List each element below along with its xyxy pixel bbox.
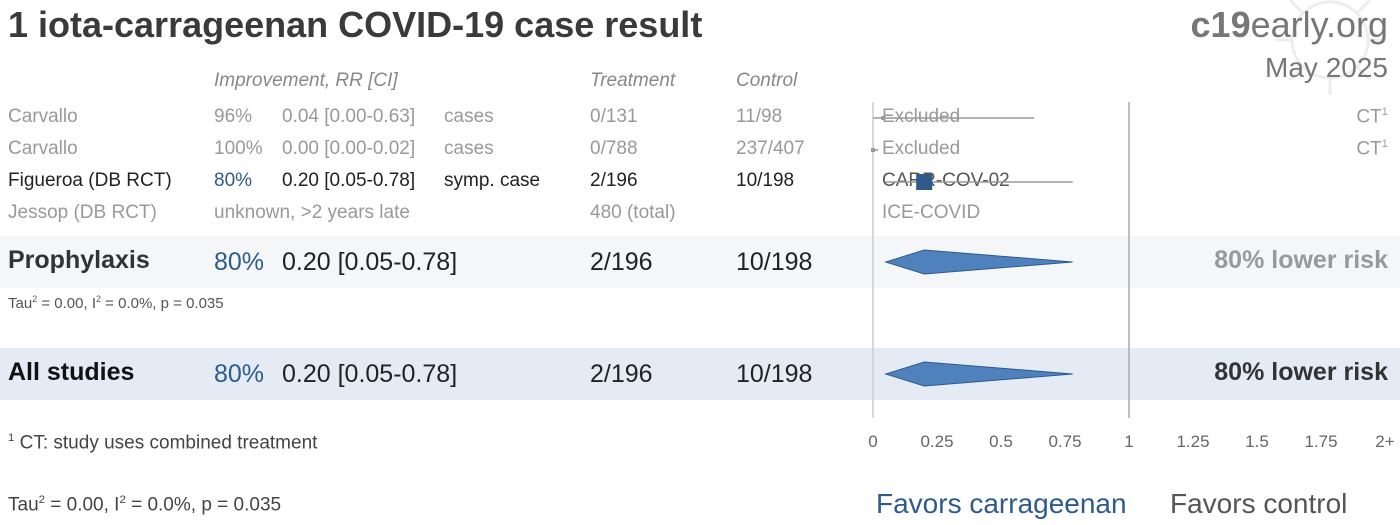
- summary-rr: 0.20 [0.05-0.78]: [282, 360, 458, 388]
- date-label: May 2025: [1265, 52, 1388, 83]
- summary-name: All studies: [8, 358, 135, 386]
- study-control: 237/407: [736, 138, 805, 159]
- footnote-sup: 1: [8, 432, 15, 444]
- site-logo-text[interactable]: c19early.org: [1191, 4, 1388, 46]
- study-point-marker: [871, 148, 875, 152]
- study-improvement: unknown, >2 years late: [214, 202, 410, 223]
- study-control: 10/198: [736, 170, 795, 191]
- all-studies-band: [0, 348, 1400, 400]
- favors-right-label: Favors control: [1170, 488, 1348, 519]
- study-name: Carvallo: [8, 106, 78, 127]
- stat-tau-val: = 0.00, I: [37, 295, 96, 312]
- summary-improvement: 80%: [214, 248, 265, 276]
- study-plot-label: Excluded: [882, 138, 961, 159]
- summary-diamond: [884, 249, 1073, 275]
- study-rr: 0.04 [0.00-0.63]: [282, 106, 416, 127]
- study-plot-label: CARR-COV-02: [882, 170, 1010, 191]
- summary-treatment: 2/196: [590, 248, 653, 276]
- study-outcome: symp. case: [444, 170, 541, 191]
- study-treatment: 2/196: [590, 170, 638, 191]
- header-control: Control: [736, 70, 798, 91]
- study-treatment: 0/788: [590, 138, 638, 159]
- prophylaxis-band: [0, 236, 1400, 288]
- study-point-marker: [916, 174, 933, 190]
- study-name: Figueroa (DB RCT): [8, 170, 172, 191]
- summary-control: 10/198: [736, 360, 813, 388]
- stat-tau-val: = 0.00, I: [44, 494, 120, 516]
- study-rr: 0.20 [0.05-0.78]: [282, 170, 416, 191]
- stat-tau: Tau: [8, 494, 39, 516]
- stat-tau-sup: 2: [32, 294, 38, 304]
- study-improvement: 80%: [214, 170, 253, 191]
- x-tick-label: 0: [868, 432, 877, 451]
- x-tick-label: 1.5: [1245, 432, 1269, 451]
- footnote: 1 CT: study uses combined treatment: [8, 432, 317, 454]
- study-treatment: 480 (total): [590, 202, 676, 223]
- page-title: 1 iota-carrageenan COVID-19 case result: [8, 4, 703, 45]
- summary-improvement: 80%: [214, 360, 265, 388]
- note-text: CT: [1356, 138, 1382, 160]
- site-suffix: early.org: [1250, 4, 1388, 45]
- header-improvement: Improvement, RR [CI]: [214, 70, 398, 91]
- stat-rest: = 0.0%, p = 0.035: [125, 494, 282, 516]
- study-improvement: 96%: [214, 106, 253, 127]
- study-note: CT1: [1356, 138, 1388, 160]
- stat-i-sup: 2: [96, 294, 102, 304]
- study-outcome: cases: [444, 106, 494, 127]
- summary-rr: 0.20 [0.05-0.78]: [282, 248, 458, 276]
- note-text: CT: [1356, 106, 1382, 128]
- x-tick-label: 0.25: [920, 432, 953, 451]
- study-control: 11/98: [736, 106, 783, 127]
- study-improvement: 100%: [214, 138, 263, 159]
- summary-stats: Tau2 = 0.00, I2 = 0.0%, p = 0.035: [8, 294, 224, 312]
- study-treatment: 0/131: [590, 106, 638, 127]
- study-name: Jessop (DB RCT): [8, 202, 157, 223]
- site-prefix: c19: [1190, 4, 1251, 45]
- x-tick-label: 0.75: [1048, 432, 1081, 451]
- stat-tau: Tau: [8, 295, 33, 312]
- note-sup: 1: [1381, 106, 1388, 118]
- summary-diamond: [884, 361, 1073, 387]
- note-sup: 1: [1381, 138, 1388, 150]
- header-treatment: Treatment: [590, 70, 676, 91]
- summary-control: 10/198: [736, 248, 813, 276]
- study-note: CT1: [1356, 106, 1388, 128]
- study-outcome: cases: [444, 138, 494, 159]
- summary-risk: 80% lower risk: [1214, 358, 1388, 386]
- x-tick-label: 0.5: [989, 432, 1013, 451]
- study-plot-label: Excluded: [882, 106, 961, 127]
- x-tick-label: 1.25: [1176, 432, 1209, 451]
- stat-rest: = 0.0%, p = 0.035: [101, 295, 224, 312]
- virus-logo-icon: [1275, 0, 1385, 95]
- x-tick-label: 2+: [1375, 432, 1394, 451]
- study-point-marker: [881, 116, 886, 120]
- summary-treatment: 2/196: [590, 360, 653, 388]
- summary-name: Prophylaxis: [8, 246, 150, 274]
- x-tick-label: 1.75: [1304, 432, 1337, 451]
- stat-tau-sup: 2: [38, 494, 45, 506]
- summary-risk: 80% lower risk: [1214, 246, 1388, 274]
- footnote-text: CT: study uses combined treatment: [14, 432, 318, 454]
- study-plot-label: ICE-COVID: [882, 202, 981, 223]
- favors-left-label: Favors carrageenan: [876, 488, 1127, 519]
- bottom-stats: Tau2 = 0.00, I2 = 0.0%, p = 0.035: [8, 494, 281, 516]
- study-name: Carvallo: [8, 138, 78, 159]
- study-rr: 0.00 [0.00-0.02]: [282, 138, 416, 159]
- x-tick-label: 1: [1124, 432, 1133, 451]
- stat-i-sup: 2: [119, 494, 126, 506]
